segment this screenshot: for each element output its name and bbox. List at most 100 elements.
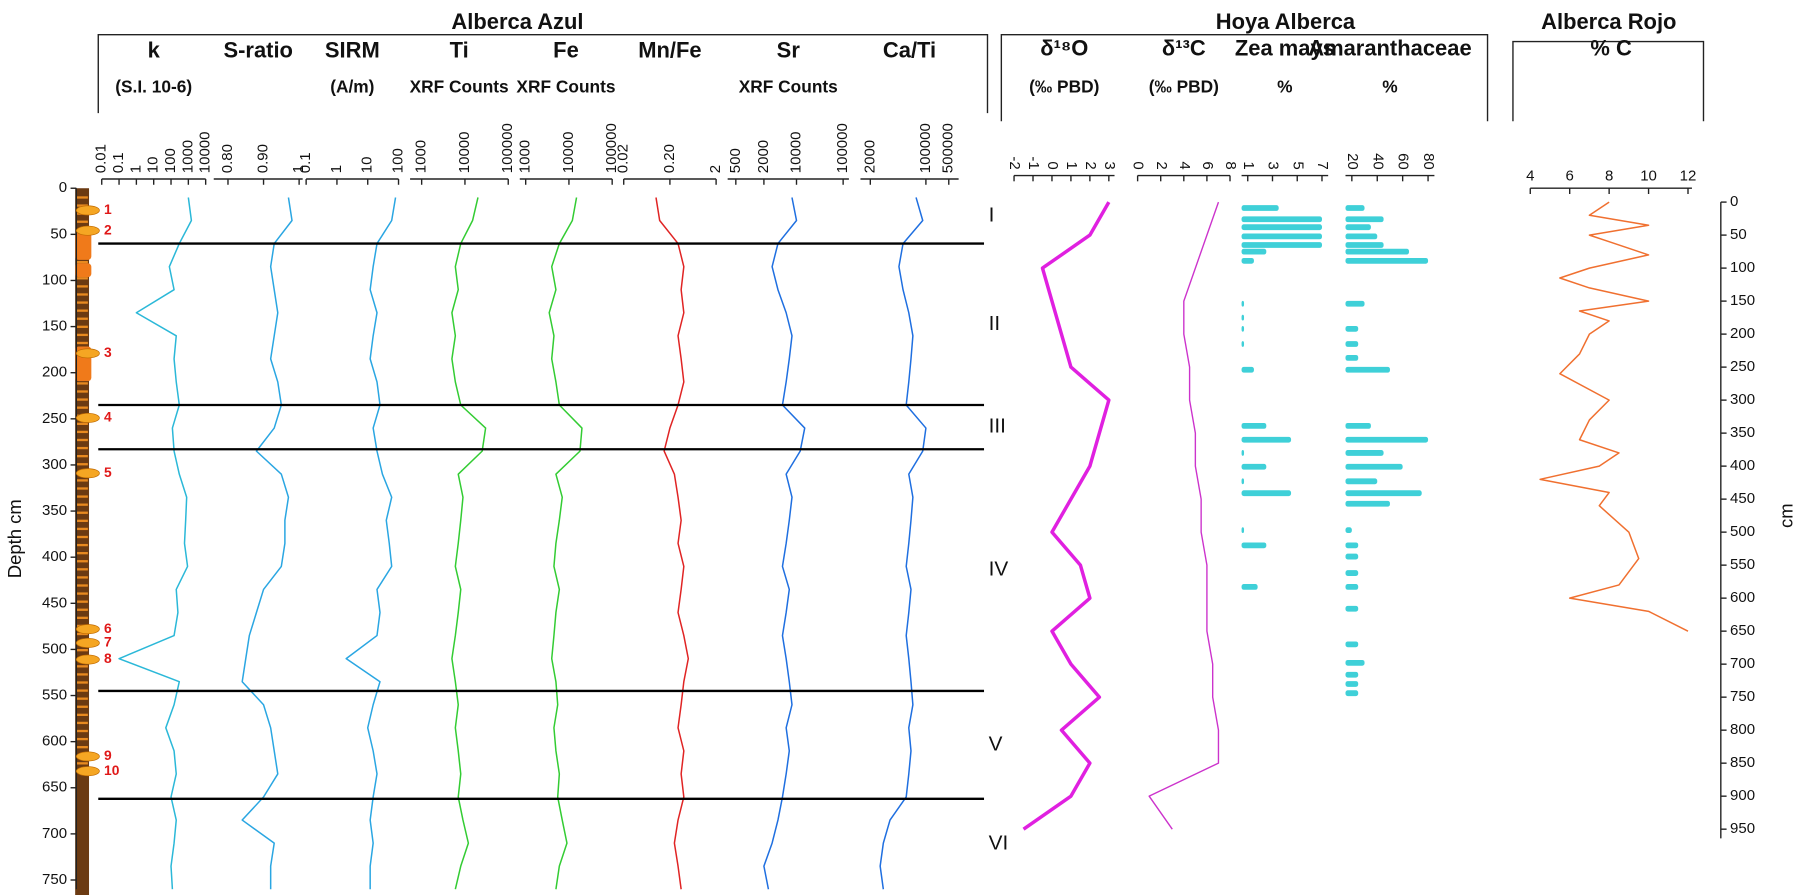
core-stripe: [76, 261, 88, 263]
core-stripe: [76, 301, 88, 303]
zone-label: V: [989, 732, 1003, 755]
x-tick-label: 4: [1526, 168, 1534, 185]
y-tick-label: 200: [42, 364, 67, 381]
core-stripe: [76, 504, 88, 506]
core-stripe: [76, 576, 88, 578]
core-stripe: [76, 592, 88, 594]
bar: [1345, 450, 1383, 456]
bar: [1345, 570, 1358, 576]
x-tick-label: 100000: [499, 123, 516, 173]
bar: [1345, 249, 1409, 255]
y-tick-label: 400: [1730, 457, 1755, 474]
y-tick-label: 450: [42, 594, 67, 611]
panel-title: Amaranthaceae: [1308, 35, 1471, 60]
panel-subtitle: (‰ PBD): [1029, 76, 1099, 96]
tephra-marker: [76, 752, 99, 761]
zone-label: VI: [989, 832, 1009, 855]
bar: [1242, 224, 1322, 230]
core-stripe: [76, 463, 88, 465]
group-title: Alberca Rojo: [1541, 9, 1676, 34]
y-tick-label: 700: [1730, 655, 1755, 672]
core-stripe: [76, 552, 88, 554]
core-stripe: [76, 326, 88, 328]
core-stripe: [76, 722, 88, 724]
x-tick-label: 0.90: [255, 144, 272, 173]
bar: [1345, 554, 1358, 560]
y-tick-label: 500: [1730, 523, 1755, 540]
panel-subtitle: XRF Counts: [739, 76, 838, 96]
tephra-marker: [76, 767, 99, 776]
core-stripe: [76, 746, 88, 748]
x-tick-label: 6: [1566, 168, 1574, 185]
core-stripe: [76, 455, 88, 457]
bar: [1345, 301, 1364, 307]
figure: Alberca Azul0501001502002503003504004505…: [0, 0, 1811, 895]
group-title: Alberca Azul: [451, 9, 583, 34]
zone-label: IV: [989, 558, 1009, 581]
core-stripe: [76, 221, 88, 223]
core-stripe: [76, 277, 88, 279]
bar: [1345, 258, 1428, 264]
x-tick-label: 100000: [917, 123, 934, 173]
core-stripe: [76, 293, 88, 295]
x-tick-label: 40: [1369, 153, 1386, 170]
bar: [1345, 367, 1389, 373]
x-tick-label: 0.01: [93, 144, 110, 173]
bar: [1345, 606, 1358, 612]
bar: [1242, 216, 1322, 222]
x-tick-label: 1: [328, 165, 345, 173]
x-tick-label: 100000: [834, 123, 851, 173]
tephra-marker: [76, 349, 99, 358]
bar: [1242, 437, 1291, 443]
panel-title: δ¹³C: [1162, 35, 1206, 60]
y-tick-label: 400: [42, 548, 67, 565]
x-tick-label: 5: [1289, 161, 1306, 169]
bar: [1242, 258, 1254, 264]
y-tick-label: 800: [1730, 721, 1755, 738]
background: [0, 0, 1811, 895]
x-tick-label: 20: [1344, 153, 1361, 170]
bar: [1345, 542, 1358, 548]
panel-title: Ti: [450, 38, 469, 63]
bar: [1242, 234, 1322, 240]
bar: [1242, 367, 1254, 373]
x-tick-label: 12: [1680, 168, 1697, 185]
x-tick-label: -1: [1025, 156, 1042, 169]
core-stripe: [76, 738, 88, 740]
x-tick-label: 0.20: [661, 144, 678, 173]
bar: [1242, 450, 1244, 456]
y-tick-label: 500: [42, 640, 67, 657]
x-tick-label: 1000: [413, 140, 430, 173]
zone-label: III: [989, 415, 1006, 438]
bar: [1345, 464, 1402, 470]
tephra-label: 8: [104, 650, 112, 666]
x-tick-label: 0: [1130, 161, 1147, 169]
core-stripe: [76, 196, 88, 198]
core-stripe: [76, 520, 88, 522]
tephra-label: 5: [104, 464, 112, 480]
x-tick-label: 7: [1314, 161, 1331, 169]
core-stripe: [76, 689, 88, 691]
bar: [1345, 490, 1421, 496]
y-tick-label: 650: [1730, 622, 1755, 639]
core-stripe: [76, 487, 88, 489]
y-tick-label: 700: [42, 825, 67, 842]
y-tick-label: 850: [1730, 754, 1755, 771]
panel-title: Fe: [553, 38, 579, 63]
x-tick-label: 8: [1222, 161, 1239, 169]
y-tick-label: 750: [1730, 688, 1755, 705]
bar: [1242, 249, 1267, 255]
y-tick-label: 300: [42, 456, 67, 473]
x-tick-label: 10000: [197, 132, 214, 174]
bar: [1242, 584, 1258, 590]
bar: [1242, 527, 1244, 533]
bar: [1345, 690, 1358, 696]
x-tick-label: 2000: [861, 140, 878, 173]
x-tick-label: 1: [1240, 161, 1257, 169]
x-tick-label: 1: [127, 165, 144, 173]
core-stripe: [76, 318, 88, 320]
x-tick-label: 10: [145, 157, 162, 174]
zone-label: I: [989, 203, 995, 226]
core-stripe: [76, 560, 88, 562]
y-tick-label: 950: [1730, 820, 1755, 837]
